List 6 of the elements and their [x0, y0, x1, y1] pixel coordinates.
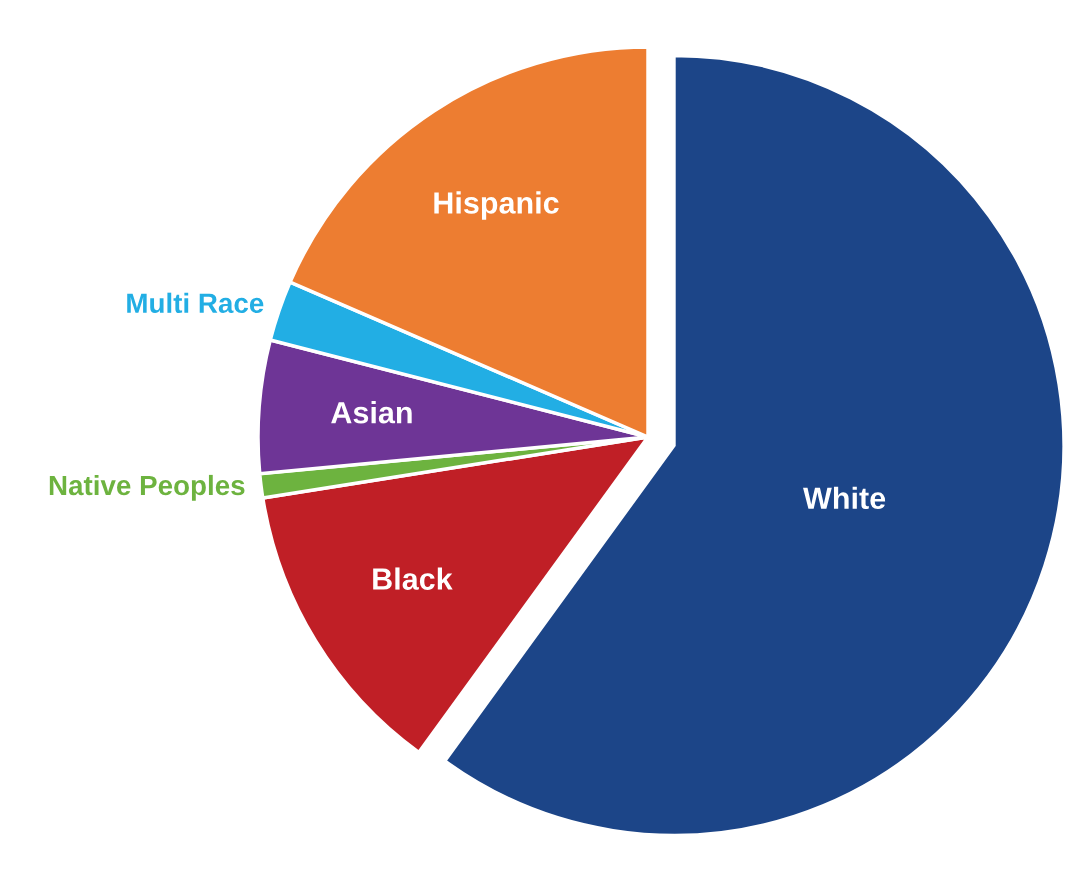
slice-label: Hispanic: [434, 191, 559, 220]
slice-label: Multi Race: [127, 292, 264, 314]
slice-label: White: [803, 486, 886, 510]
slice-label: Black: [373, 567, 453, 590]
slice-label: Asian: [331, 401, 412, 424]
slice-label: Native Peoples: [49, 474, 245, 501]
